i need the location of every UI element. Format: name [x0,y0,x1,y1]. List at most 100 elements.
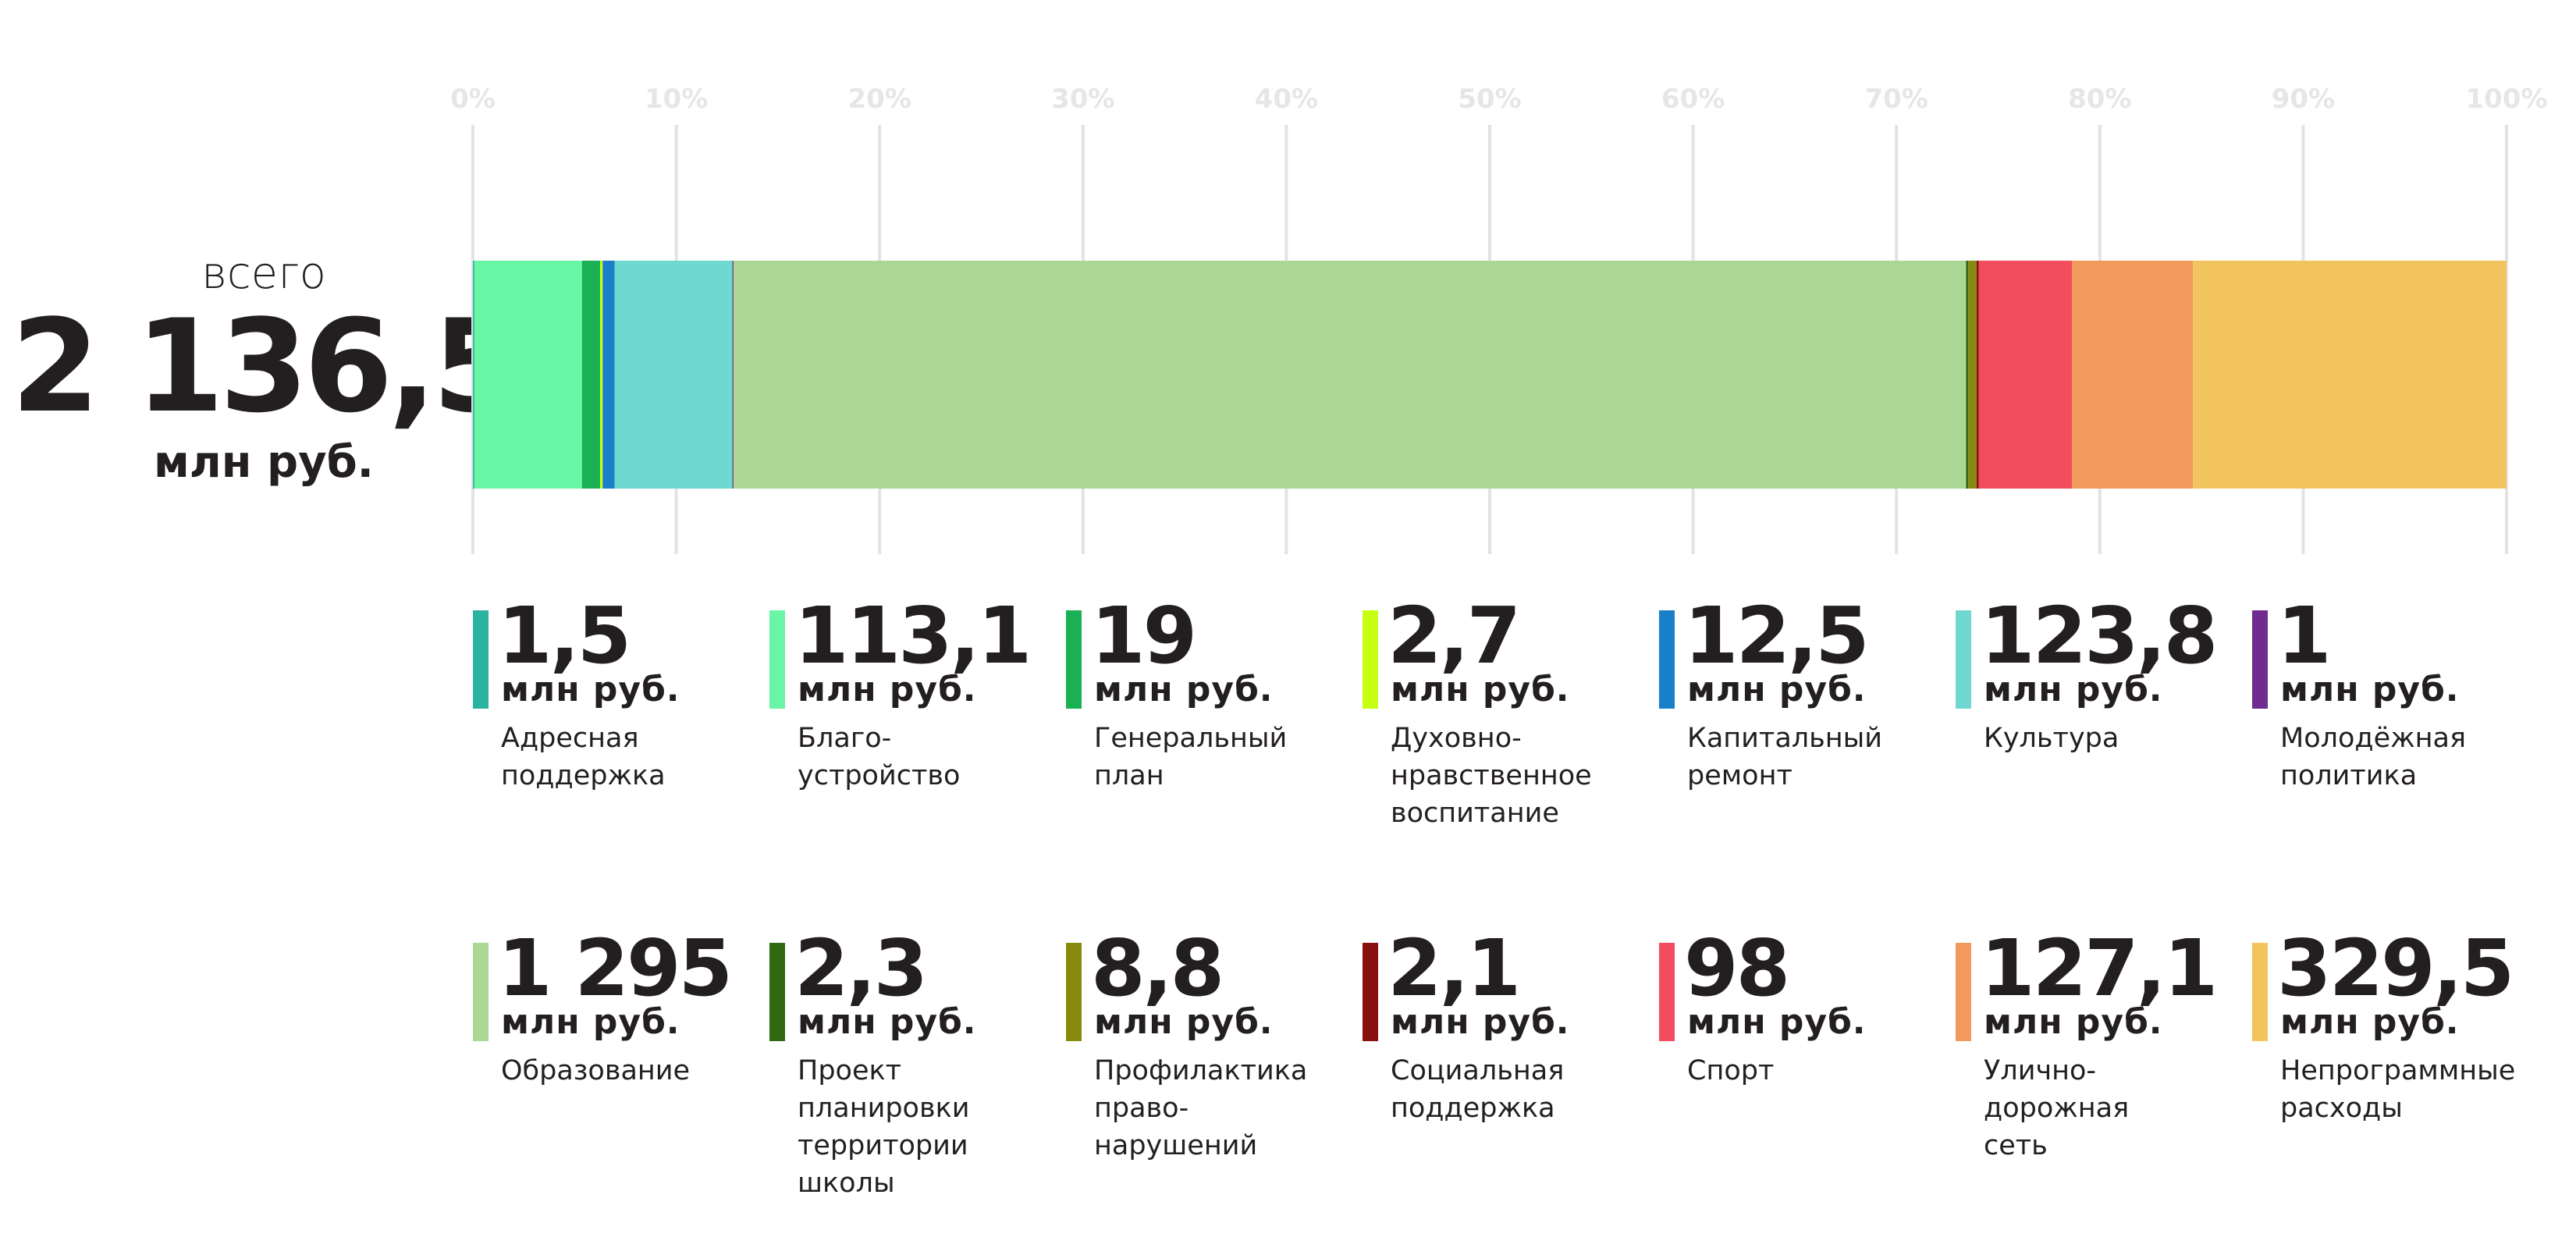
bar-segment [1976,261,1979,489]
total-unit: млн руб. [154,437,374,488]
legend-value: 329,5 [2277,923,2514,1014]
total-caption: всего [201,248,326,299]
legend-name: Социальная поддержка [1391,1055,1565,1124]
legend-value: 127,1 [1981,923,2218,1014]
legend-item: 8,8 млн руб. Профилактика право- нарушений [1066,927,1355,1255]
legend-item: 329,5 млн руб. Непрограммные расходы [2252,927,2541,1255]
bar-segment [599,261,603,489]
legend-value: 8,8 [1091,923,1224,1014]
legend-swatch [473,943,489,1041]
legend-item: 113,1 млн руб. Благо- устройство [769,595,1058,923]
legend-swatch [2252,943,2268,1041]
legend-value: 1,5 [498,590,631,681]
bar-segment [2072,261,2194,489]
legend-name: Профилактика право- нарушений [1094,1055,1308,1161]
bar-segment [732,261,734,489]
x-tick-label: 10% [645,84,708,115]
bar-segment [602,261,615,489]
bar-segment [1966,261,1969,489]
legend-name: Культура [1984,723,2119,754]
bar-segment [473,261,474,489]
legend-swatch [1956,943,1971,1041]
x-tick-label: 30% [1051,84,1114,115]
legend-item: 1 295 млн руб. Образование [473,927,762,1255]
legend-swatch [1363,943,1378,1041]
legend-item: 127,1 млн руб. Улично- дорожная сеть [1956,927,2244,1255]
legend-unit: млн руб. [798,670,977,709]
legend-unit: млн руб. [1094,1002,1274,1042]
legend-value: 2,7 [1387,590,1521,681]
legend-name: Спорт [1687,1055,1775,1086]
legend-unit: млн руб. [1984,670,2163,709]
legend-item: 19 млн руб. Генеральный план [1066,595,1355,923]
legend-value: 98 [1684,923,1790,1014]
legend-name: Благо- устройство [798,723,961,791]
legend-swatch [1659,610,1675,709]
legend-swatch [1956,610,1971,709]
legend-swatch [1659,943,1675,1041]
legend-value: 19 [1091,590,1197,681]
total-value: 2 136,5 [11,292,521,441]
legend-name: Образование [501,1055,691,1086]
legend-swatch [473,610,489,709]
legend-unit: млн руб. [1094,670,1274,709]
legend-value: 2,3 [794,923,928,1014]
legend-unit: млн руб. [501,670,680,709]
x-tick-label: 0% [450,84,496,115]
legend-name: Непрограммные расходы [2280,1055,2516,1124]
legend-value: 1 295 [498,923,733,1014]
legend-name: Улично- дорожная сеть [1984,1055,2130,1161]
legend-value: 12,5 [1684,590,1870,681]
legend-unit: млн руб. [501,1002,680,1042]
legend-unit: млн руб. [1984,1002,2163,1042]
legend-unit: млн руб. [1391,670,1570,709]
bar-segment [2193,261,2507,489]
legend-value: 1 [2277,590,2332,681]
bar-segment [614,261,733,489]
x-tick-label: 60% [1661,84,1725,115]
legend-unit: млн руб. [2280,670,2460,709]
legend-unit: млн руб. [1391,1002,1570,1042]
legend-swatch [2252,610,2268,709]
legend-item: 123,8 млн руб. Культура [1956,595,2244,923]
legend-item: 2,3 млн руб. Проект планировки территории … [769,927,1058,1255]
legend-item: 12,5 млн руб. Капитальный ремонт [1659,595,1948,923]
legend-name: Адресная поддержка [501,723,666,791]
legend-item: 2,7 млн руб. Духовно- нравственное воспита… [1363,595,1651,923]
bar-segment [581,261,600,489]
legend-unit: млн руб. [1687,1002,1867,1042]
x-tick-label: 40% [1255,84,1318,115]
x-tick-label: 80% [2068,84,2131,115]
legend-name: Капитальный ремонт [1687,723,1883,791]
legend-value: 2,1 [1387,923,1521,1014]
legend-swatch [1363,610,1378,709]
legend-unit: млн руб. [798,1002,977,1042]
legend-name: Генеральный план [1094,723,1288,791]
legend-item: 98 млн руб. Спорт [1659,927,1948,1255]
x-tick-label: 20% [848,84,911,115]
bar-segment [733,261,1967,489]
legend-unit: млн руб. [1687,670,1867,709]
legend-swatch [1066,610,1082,709]
bar-segment [1968,261,1977,489]
x-tick-label: 90% [2272,84,2335,115]
bar-segment [1978,261,2073,489]
stacked-bar-plot: 0% 10% 20% 30% 40% 50% 60% 70% 80% 90% 100% [450,84,2548,554]
legend-item: 1,5 млн руб. Адресная поддержка [473,595,762,923]
legend-swatch [769,610,785,709]
legend-swatch [1066,943,1082,1041]
legend-name: Духовно- нравственное воспитание [1391,723,1592,829]
x-tick-label: 70% [1865,84,1928,115]
legend-name: Проект планировки территории школы [798,1055,970,1199]
x-tick-label: 100% [2465,84,2547,115]
x-tick-label: 50% [1458,84,1521,115]
legend-swatch [769,943,785,1041]
legend-value: 123,8 [1981,590,2218,681]
legend-item: 2,1 млн руб. Социальная поддержка [1363,927,1651,1255]
legend-name: Молодёжная политика [2280,723,2467,791]
legend-unit: млн руб. [2280,1002,2460,1042]
legend-value: 113,1 [794,590,1032,681]
legend-item: 1 млн руб. Молодёжная политика [2252,595,2541,923]
bar-segment [474,261,582,489]
